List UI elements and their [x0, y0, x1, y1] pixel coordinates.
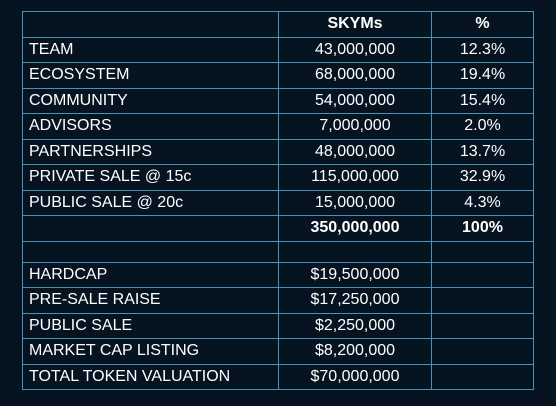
allocation-name: COMMUNITY [22, 87, 279, 114]
total-label [22, 215, 279, 242]
allocation-percent: 4.3% [431, 189, 534, 216]
allocation-name: PUBLIC SALE @ 20c [22, 189, 279, 216]
spacer-row [22, 240, 534, 263]
table-header-row: SKYMs % [22, 11, 534, 38]
allocation-amount: 15,000,000 [278, 189, 432, 216]
allocation-percent: 32.9% [431, 164, 534, 191]
table-row: MARKET CAP LISTING $8,200,000 [22, 338, 534, 365]
total-row: 350,000,000 100% [22, 215, 534, 242]
financial-value: $17,250,000 [278, 287, 432, 314]
financial-value: $19,500,000 [278, 261, 432, 288]
allocation-percent: 19.4% [431, 62, 534, 89]
allocation-percent: 13.7% [431, 138, 534, 165]
table-row: PRE-SALE RAISE $17,250,000 [22, 287, 534, 314]
allocation-amount: 115,000,000 [278, 164, 432, 191]
table-row: PUBLIC SALE $2,250,000 [22, 312, 534, 339]
allocation-name: PRIVATE SALE @ 15c [22, 164, 279, 191]
table-row: ECOSYSTEM 68,000,000 19.4% [22, 62, 534, 89]
table-row: TOTAL TOKEN VALUATION $70,000,000 [22, 363, 534, 390]
allocation-percent: 12.3% [431, 36, 534, 63]
allocation-percent: 2.0% [431, 113, 534, 140]
spacer-cell [22, 240, 279, 263]
allocation-percent: 15.4% [431, 87, 534, 114]
total-percent: 100% [431, 215, 534, 242]
token-distribution-table: SKYMs % TEAM 43,000,000 12.3% ECOSYSTEM … [22, 11, 534, 390]
empty-cell [431, 287, 534, 314]
table-row: TEAM 43,000,000 12.3% [22, 36, 534, 63]
financial-name: TOTAL TOKEN VALUATION [22, 363, 279, 390]
spacer-cell [278, 240, 432, 263]
allocation-amount: 54,000,000 [278, 87, 432, 114]
financial-value: $70,000,000 [278, 363, 432, 390]
empty-cell [431, 312, 534, 339]
label-column-header [22, 11, 279, 38]
table-row: PARTNERSHIPS 48,000,000 13.7% [22, 138, 534, 165]
empty-cell [431, 363, 534, 390]
allocation-name: ADVISORS [22, 113, 279, 140]
table-row: HARDCAP $19,500,000 [22, 261, 534, 288]
financial-name: PRE-SALE RAISE [22, 287, 279, 314]
table-row: COMMUNITY 54,000,000 15.4% [22, 87, 534, 114]
skyms-column-header: SKYMs [278, 11, 432, 38]
financial-value: $8,200,000 [278, 338, 432, 365]
allocation-name: ECOSYSTEM [22, 62, 279, 89]
allocation-amount: 7,000,000 [278, 113, 432, 140]
financial-value: $2,250,000 [278, 312, 432, 339]
allocation-name: TEAM [22, 36, 279, 63]
table-row: PUBLIC SALE @ 20c 15,000,000 4.3% [22, 189, 534, 216]
financial-name: PUBLIC SALE [22, 312, 279, 339]
total-amount: 350,000,000 [278, 215, 432, 242]
allocation-amount: 68,000,000 [278, 62, 432, 89]
empty-cell [431, 338, 534, 365]
financial-name: HARDCAP [22, 261, 279, 288]
allocation-amount: 43,000,000 [278, 36, 432, 63]
table-row: ADVISORS 7,000,000 2.0% [22, 113, 534, 140]
table-row: PRIVATE SALE @ 15c 115,000,000 32.9% [22, 164, 534, 191]
allocation-amount: 48,000,000 [278, 138, 432, 165]
financial-name: MARKET CAP LISTING [22, 338, 279, 365]
allocation-name: PARTNERSHIPS [22, 138, 279, 165]
empty-cell [431, 261, 534, 288]
percent-column-header: % [431, 11, 534, 38]
spacer-cell [431, 240, 534, 263]
